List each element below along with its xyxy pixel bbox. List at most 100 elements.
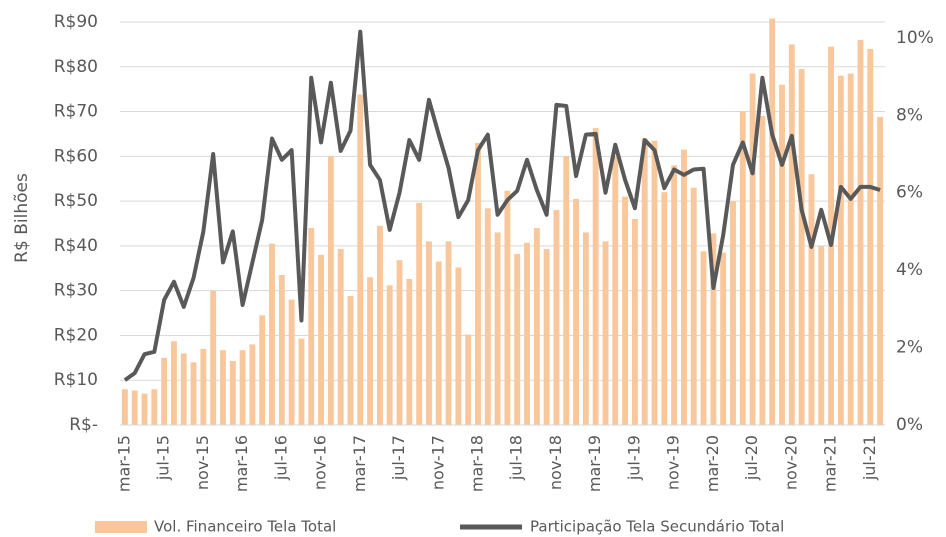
bar [877,116,884,425]
bar [582,232,589,425]
y2-tick-label: 0% [896,415,923,435]
bar [641,138,648,425]
y2-tick-label: 8% [896,105,923,125]
x-tick-label: jul-21 [860,435,879,481]
bar [700,251,707,425]
bar [455,267,462,425]
bar [298,338,305,425]
y-tick-label: R$30 [54,281,98,301]
bar [121,389,128,425]
bar [749,73,756,425]
bar [435,261,442,425]
bar [327,156,334,426]
bar [131,390,138,425]
bar [180,353,187,425]
y-axis-title: R$ Bilhões [12,173,32,263]
bar [445,241,452,425]
x-tick-label: nov-15 [193,435,212,490]
bar [278,274,285,425]
bar [837,75,844,425]
bar [249,344,256,425]
bar [524,242,530,425]
bar [406,279,413,425]
bar [573,198,579,425]
bar [592,128,599,425]
bar [494,232,501,425]
bar [141,393,148,425]
legend-label: Vol. Financeiro Tela Total [154,518,336,536]
y2-tick-label: 10% [896,28,934,48]
y-tick-label: R$60 [54,146,98,166]
bar [710,233,717,425]
y-tick-label: R$- [69,415,98,435]
bar [367,277,374,425]
bar [426,241,432,425]
bar [514,253,521,425]
bar [779,84,785,425]
bar [484,208,491,425]
bar [220,350,226,425]
y2-tick-label: 2% [896,338,923,358]
bar [739,111,746,426]
bar [867,48,874,425]
bar [229,360,236,425]
bar [386,285,393,425]
x-tick-label: mar-18 [467,435,486,492]
x-tick-label: jul-20 [742,435,761,481]
y-tick-label: R$20 [54,325,98,345]
x-tick-label: nov-20 [781,435,800,490]
x-tick-label: mar-21 [821,435,840,492]
bar [210,290,217,425]
y2-tick-label: 4% [896,260,923,280]
x-tick-label: jul-18 [507,435,526,481]
y-tick-label: R$10 [54,370,98,390]
x-tick-label: nov-19 [664,435,683,490]
bar [847,73,854,425]
x-tick-label: mar-20 [703,435,722,492]
bar [190,362,197,425]
x-tick-label: jul-16 [271,435,290,481]
bar [475,142,481,425]
y-tick-label: R$70 [54,102,98,122]
bar [818,245,825,425]
bar [671,165,678,426]
legend-swatch [95,521,147,533]
bar [661,192,668,425]
x-tick-label: mar-16 [232,435,251,492]
bar [622,196,629,425]
bar [612,156,619,426]
y2-tick-label: 6% [896,183,923,203]
y-tick-label: R$40 [54,236,98,256]
bar [269,243,275,425]
line [123,29,881,382]
bar [651,140,658,425]
bar [239,350,246,425]
bar [690,187,697,425]
bar [857,39,864,426]
bar [720,252,727,425]
bar [553,210,560,425]
bar [533,227,540,425]
bar [631,219,638,425]
bar [259,315,266,425]
x-tick-label: jul-15 [154,435,173,481]
y-tick-label: R$50 [54,191,98,211]
x-tick-label: nov-18 [546,435,565,490]
x-tick-label: nov-17 [428,435,447,490]
x-tick-label: mar-19 [585,435,604,492]
bar [288,299,295,425]
bar [769,18,776,425]
bar [200,348,207,425]
bar [730,201,736,425]
bar [759,116,766,426]
bar [396,260,403,425]
bar [337,249,344,425]
bar [318,254,324,425]
bar [347,296,354,425]
bar [798,69,805,426]
x-tick-label: nov-16 [311,435,330,490]
bar [543,249,550,425]
legend-label: Participação Tela Secundário Total [530,518,784,536]
bar [376,225,383,425]
